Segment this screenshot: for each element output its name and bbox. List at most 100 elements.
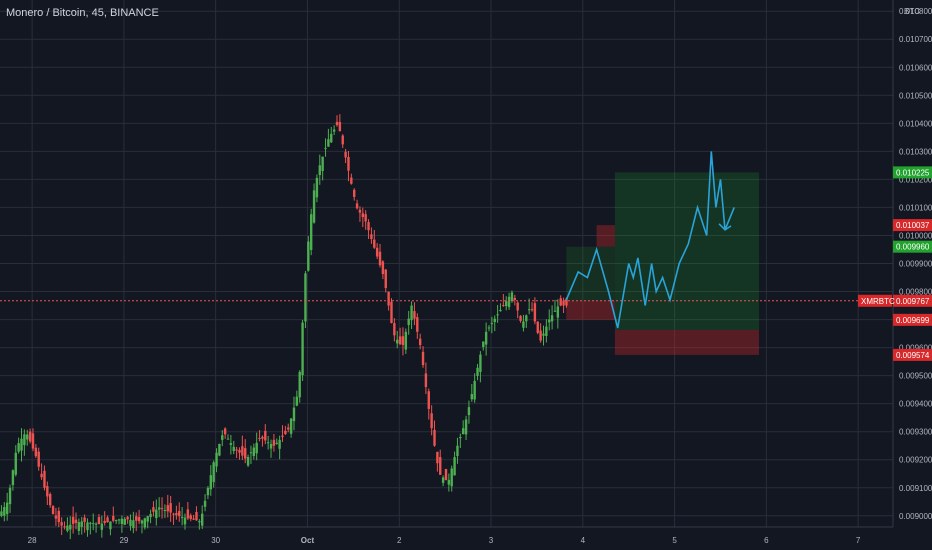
y-tick-label: 0.009200 bbox=[899, 456, 932, 465]
candle-body bbox=[175, 513, 178, 516]
candle-body bbox=[396, 339, 399, 344]
candle-body bbox=[401, 336, 405, 345]
candle-body bbox=[269, 443, 273, 449]
candle-body bbox=[206, 487, 210, 496]
candle-body bbox=[103, 520, 106, 523]
candle-body bbox=[427, 391, 430, 409]
candle-body bbox=[355, 203, 359, 209]
candle-body bbox=[86, 522, 89, 531]
candle-body bbox=[203, 500, 207, 507]
candle-body bbox=[143, 518, 147, 528]
candle-body bbox=[473, 380, 476, 400]
candle-body bbox=[548, 319, 551, 323]
candle-body bbox=[332, 129, 336, 132]
candle-body bbox=[505, 301, 508, 307]
candle-body bbox=[157, 507, 161, 510]
candle-body bbox=[120, 518, 124, 524]
candle-body bbox=[83, 517, 86, 522]
candle-body bbox=[71, 516, 75, 524]
y-tick-label: 0.009500 bbox=[899, 372, 932, 381]
y-tick-label: 0.009300 bbox=[899, 428, 932, 437]
candle-body bbox=[43, 470, 46, 488]
candle-body bbox=[553, 310, 557, 312]
candle-body bbox=[476, 367, 479, 376]
candle-body bbox=[54, 515, 58, 519]
candle-body bbox=[467, 407, 471, 416]
candle-body bbox=[132, 520, 135, 529]
candle-body bbox=[550, 315, 554, 322]
candle-body bbox=[364, 214, 367, 222]
candle-body bbox=[215, 452, 218, 467]
x-tick-label: 3 bbox=[489, 536, 494, 545]
candle-body bbox=[430, 413, 433, 429]
candle-body bbox=[556, 306, 560, 318]
candle-body bbox=[3, 507, 6, 516]
price-label-text: 0.010225 bbox=[896, 168, 930, 177]
entry-target-box bbox=[566, 246, 615, 301]
price-label-box bbox=[893, 240, 932, 253]
candle-body bbox=[499, 309, 502, 312]
candle-body bbox=[200, 513, 204, 526]
candle-body bbox=[424, 373, 428, 388]
candle-body bbox=[77, 522, 81, 531]
candle-body bbox=[539, 330, 542, 341]
candle-body bbox=[487, 327, 491, 329]
candle-body bbox=[347, 156, 350, 171]
price-label-box bbox=[893, 348, 932, 361]
candle-body bbox=[46, 486, 49, 497]
candle-body bbox=[180, 516, 184, 518]
candle-body bbox=[186, 509, 190, 519]
candle-body bbox=[264, 430, 267, 441]
candle-body bbox=[192, 518, 195, 520]
candle-body bbox=[146, 516, 149, 522]
candle-body bbox=[57, 510, 60, 523]
candle-body bbox=[249, 452, 253, 454]
candle-body bbox=[304, 273, 307, 322]
candle-body bbox=[309, 214, 313, 251]
candle-body bbox=[330, 133, 333, 143]
candle-body bbox=[92, 523, 95, 525]
y-tick-label: 0.010200 bbox=[899, 175, 932, 184]
candle-body bbox=[527, 309, 531, 311]
price-label-box bbox=[893, 166, 932, 179]
candle-body bbox=[545, 326, 548, 337]
candle-body bbox=[195, 511, 198, 521]
candle-body bbox=[321, 156, 324, 171]
candle-body bbox=[97, 517, 101, 525]
candle-body bbox=[484, 331, 488, 345]
candle-body bbox=[172, 513, 175, 515]
x-tick-label: 30 bbox=[211, 536, 220, 545]
candle-body bbox=[398, 336, 402, 345]
candle-body bbox=[189, 515, 192, 520]
candle-body bbox=[318, 165, 321, 176]
candle-body bbox=[149, 513, 152, 518]
candle-body bbox=[461, 428, 465, 435]
candle-body bbox=[160, 508, 164, 510]
candle-body bbox=[166, 505, 169, 512]
y-tick-label: 0.009000 bbox=[899, 512, 932, 521]
candle-body bbox=[559, 298, 562, 306]
y-tick-label: 0.010600 bbox=[899, 63, 932, 72]
candle-body bbox=[447, 479, 451, 485]
candle-body bbox=[298, 371, 301, 398]
candle-body bbox=[20, 438, 23, 451]
candle-body bbox=[542, 333, 545, 336]
candle-body bbox=[8, 487, 12, 505]
candle-body bbox=[353, 189, 356, 197]
candle-body bbox=[289, 418, 293, 434]
candle-body bbox=[258, 438, 261, 440]
candle-body bbox=[295, 396, 299, 406]
target-zone bbox=[614, 172, 760, 330]
candle-body bbox=[387, 291, 390, 306]
y-tick-label: 0.010700 bbox=[899, 35, 932, 44]
candle-body bbox=[287, 427, 290, 430]
y-tick-label: 0.009900 bbox=[899, 260, 932, 269]
candle-body bbox=[155, 509, 158, 519]
price-label-text: 0.009699 bbox=[896, 316, 930, 325]
candle-body bbox=[226, 438, 230, 440]
candle-body bbox=[232, 446, 235, 452]
candle-body bbox=[312, 190, 316, 223]
candle-body bbox=[375, 247, 379, 257]
candle-body bbox=[241, 446, 244, 456]
